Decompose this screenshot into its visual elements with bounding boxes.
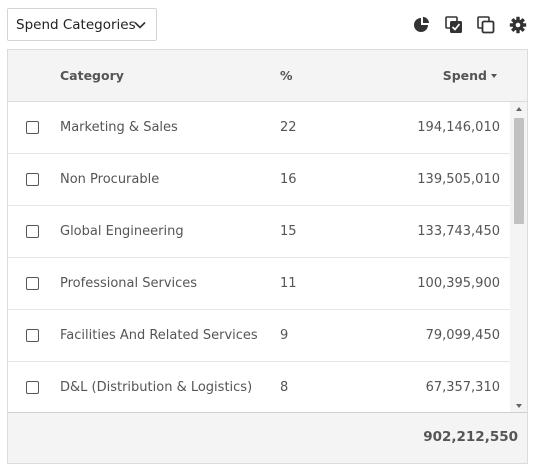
table-row[interactable]: Facilities And Related Services 9 79,099… — [8, 310, 512, 362]
column-header-percent[interactable]: % — [280, 68, 293, 83]
percent-cell: 9 — [280, 328, 289, 343]
copy-icon — [477, 16, 495, 34]
scroll-down-arrow-icon — [515, 404, 522, 408]
row-checkbox[interactable] — [26, 381, 39, 394]
category-cell: D&L (Distribution & Logistics) — [60, 380, 253, 395]
vertical-scrollbar[interactable] — [510, 102, 527, 413]
category-cell: Non Procurable — [60, 172, 160, 187]
table-row[interactable]: Professional Services 11 100,395,900 — [8, 258, 512, 310]
settings-button[interactable] — [507, 14, 529, 36]
scroll-down-button[interactable] — [510, 399, 527, 413]
pie-chart-icon — [414, 16, 430, 32]
percent-cell: 16 — [280, 172, 297, 187]
chevron-down-icon — [134, 21, 146, 29]
copy-button[interactable] — [475, 14, 497, 36]
toolbar — [411, 14, 529, 36]
spend-cell: 100,395,900 — [417, 276, 500, 291]
column-header-spend-label: Spend — [442, 68, 487, 83]
percent-cell: 15 — [280, 224, 297, 239]
spend-cell: 79,099,450 — [425, 328, 500, 343]
spend-cell: 139,505,010 — [417, 172, 500, 187]
table-body: Marketing & Sales 22 194,146,010 Non Pro… — [8, 102, 512, 413]
spend-cell: 67,357,310 — [425, 380, 500, 395]
table-header: Category % Spend — [8, 50, 527, 102]
table-row[interactable]: Non Procurable 16 139,505,010 — [8, 154, 512, 206]
select-all-button[interactable] — [443, 14, 465, 36]
percent-cell: 22 — [280, 120, 297, 135]
row-checkbox[interactable] — [26, 277, 39, 290]
sort-descending-icon — [491, 74, 497, 78]
percent-cell: 11 — [280, 276, 297, 291]
row-checkbox[interactable] — [26, 225, 39, 238]
spend-cell: 194,146,010 — [417, 120, 500, 135]
spend-cell: 133,743,450 — [417, 224, 500, 239]
category-cell: Marketing & Sales — [60, 120, 178, 135]
table-row[interactable]: Global Engineering 15 133,743,450 — [8, 206, 512, 258]
scroll-up-arrow-icon — [515, 107, 522, 111]
pie-chart-button[interactable] — [411, 14, 433, 36]
table-footer: 902,212,550 — [8, 412, 527, 463]
scroll-up-button[interactable] — [510, 102, 527, 116]
column-header-category[interactable]: Category — [60, 68, 124, 83]
table-row[interactable]: D&L (Distribution & Logistics) 8 67,357,… — [8, 362, 512, 413]
row-checkbox[interactable] — [26, 121, 39, 134]
scrollbar-thumb[interactable] — [514, 118, 524, 224]
percent-cell: 8 — [280, 380, 289, 395]
row-checkbox[interactable] — [26, 173, 39, 186]
spend-categories-table: Category % Spend Marketing & Sales 22 19… — [7, 49, 528, 464]
table-row[interactable]: Marketing & Sales 22 194,146,010 — [8, 102, 512, 154]
select-all-icon — [445, 16, 462, 33]
spend-total: 902,212,550 — [423, 429, 518, 445]
gear-icon — [509, 16, 527, 34]
category-cell: Global Engineering — [60, 224, 184, 239]
spend-categories-dropdown[interactable]: Spend Categories — [7, 8, 157, 41]
category-cell: Facilities And Related Services — [60, 328, 258, 343]
column-header-spend[interactable]: Spend — [443, 68, 497, 83]
row-checkbox[interactable] — [26, 329, 39, 342]
dropdown-selected-value: Spend Categories — [16, 16, 136, 33]
category-cell: Professional Services — [60, 276, 198, 291]
